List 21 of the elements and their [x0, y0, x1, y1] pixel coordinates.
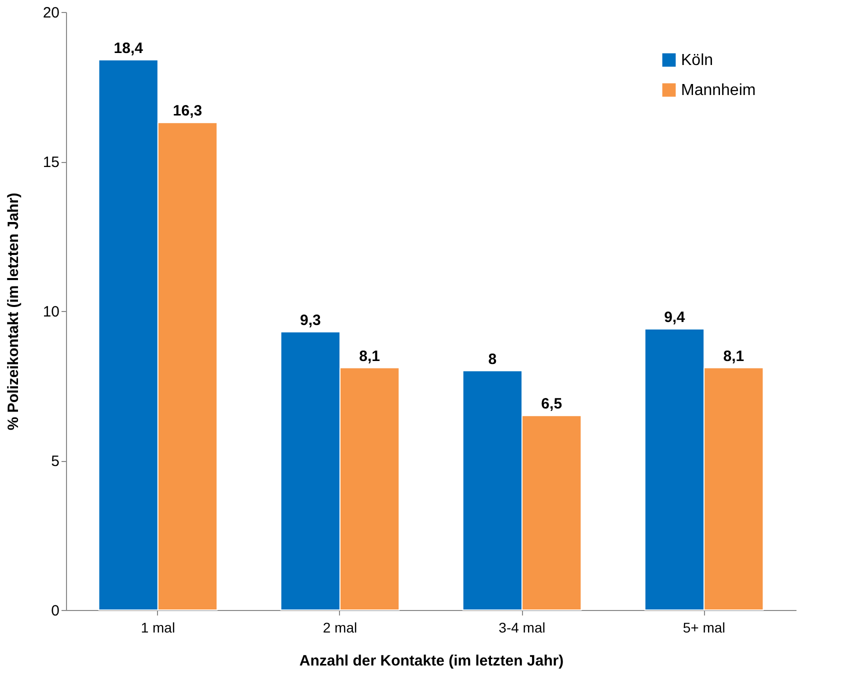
x-tick-label: 5+ mal: [682, 620, 726, 636]
data-label: 18,4: [114, 40, 144, 57]
data-label: 8,1: [359, 348, 380, 365]
x-tick-label: 2 mal: [322, 620, 358, 636]
x-tick-label: 3-4 mal: [498, 620, 546, 636]
y-tick-label: 10: [42, 304, 60, 320]
y-axis-title: % Polizeikontakt (im letzten Jahr): [4, 192, 22, 430]
legend-label: Köln: [681, 52, 714, 69]
data-label: 9,3: [300, 312, 321, 329]
data-label: 6,5: [541, 396, 562, 413]
legend-label: Mannheim: [681, 82, 756, 99]
data-label: 9,4: [664, 308, 686, 326]
data-label: 8: [488, 350, 497, 368]
y-tick-label: 20: [42, 4, 60, 22]
x-axis-title: Anzahl der Kontakte (im letzten Jahr): [299, 652, 564, 670]
y-tick-label: 0: [51, 602, 60, 620]
x-tick-label: 1 mal: [140, 620, 176, 636]
y-tick-label: 5: [51, 453, 60, 470]
data-label: 8,1: [723, 348, 744, 365]
y-tick-label: 15: [42, 154, 60, 171]
data-label: 16,3: [172, 102, 202, 120]
